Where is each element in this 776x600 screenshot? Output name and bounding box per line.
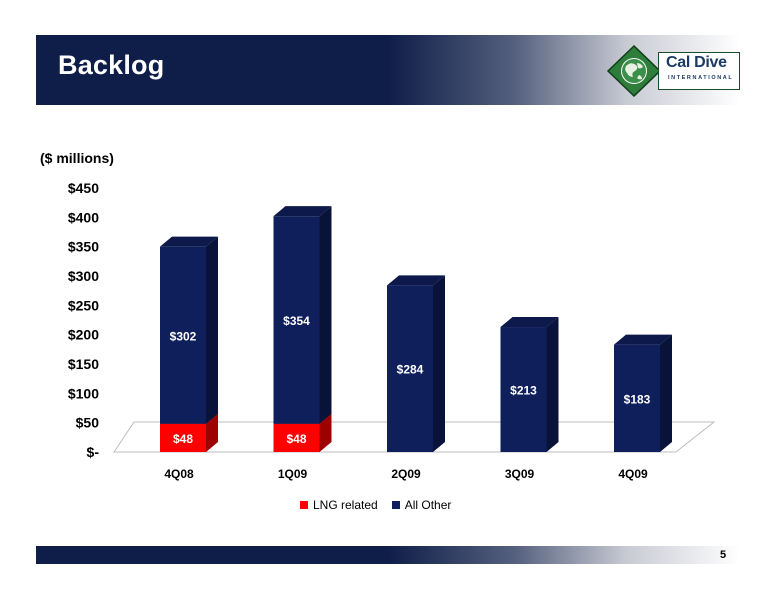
legend-swatch-other xyxy=(391,501,400,509)
company-logo: Cal Dive INTERNATIONAL xyxy=(604,44,740,98)
logo-wordmark: Cal Dive xyxy=(666,54,727,71)
logo-wordmark-box xyxy=(658,52,740,90)
bar-other-2Q09 xyxy=(387,285,433,452)
bar-top-other-3Q09 xyxy=(500,317,559,328)
data-label: $302 xyxy=(170,329,197,343)
bar-side-other-4Q09 xyxy=(660,334,672,452)
x-tick-label: 3Q09 xyxy=(505,467,535,481)
y-tick-label: $100 xyxy=(68,385,99,401)
legend-item-other: All Other xyxy=(391,498,452,512)
bar-side-other-3Q09 xyxy=(546,317,559,452)
data-label: $183 xyxy=(624,392,651,406)
bar-other-3Q09 xyxy=(500,327,547,452)
data-label: $354 xyxy=(283,314,310,328)
legend-item-lng: LNG related xyxy=(300,498,378,512)
legend-label-other: All Other xyxy=(404,498,452,512)
bar-top-other-4Q08 xyxy=(160,236,218,247)
chart-legend: LNG related All Other xyxy=(300,498,459,512)
y-tick-label: $250 xyxy=(68,297,99,313)
y-tick-label: $350 xyxy=(68,239,99,255)
bar-lng-4Q08 xyxy=(160,423,206,452)
bar-side-other-4Q08 xyxy=(206,236,218,424)
y-tick-label: $150 xyxy=(68,356,99,372)
page-title: Backlog xyxy=(58,50,165,80)
y-tick-label: $200 xyxy=(68,327,99,343)
y-tick-label: $400 xyxy=(68,209,99,225)
footer-bar xyxy=(36,546,740,564)
y-tick-label: $300 xyxy=(68,268,99,284)
logo-subtitle: INTERNATIONAL xyxy=(668,75,734,81)
bar-side-other-1Q09 xyxy=(319,206,332,424)
page-number: 5 xyxy=(720,549,727,561)
bar-side-other-2Q09 xyxy=(433,275,445,452)
x-tick-label: 4Q08 xyxy=(164,467,194,481)
x-tick-label: 4Q09 xyxy=(618,467,648,481)
bar-side-lng-4Q08 xyxy=(206,413,218,452)
bar-top-other-2Q09 xyxy=(387,275,445,286)
bar-side-lng-1Q09 xyxy=(319,413,332,452)
bar-top-other-4Q09 xyxy=(614,334,672,345)
unit-label: ($ millions) xyxy=(40,150,114,166)
x-tick-label: 2Q09 xyxy=(391,467,421,481)
data-label: $48 xyxy=(173,432,193,446)
bar-top-other-1Q09 xyxy=(273,206,332,217)
x-tick-label: 1Q09 xyxy=(278,467,308,481)
legend-swatch-lng xyxy=(300,501,308,509)
legend-label-lng: LNG related xyxy=(313,498,378,512)
globe-emblem-icon xyxy=(606,44,662,98)
data-label: $284 xyxy=(397,363,424,377)
data-label: $48 xyxy=(286,432,306,446)
backlog-bar-chart: $- $50 $100 $150 $200 $250 $300 $350 $400 $450 $48… xyxy=(68,180,716,481)
y-tick-label: $50 xyxy=(76,415,100,431)
bar-other-4Q09 xyxy=(614,344,660,452)
bar-lng-1Q09 xyxy=(273,423,320,452)
y-tick-label: $- xyxy=(87,444,100,460)
bar-other-4Q08 xyxy=(160,246,206,424)
data-label: $213 xyxy=(510,384,537,398)
bar-other-1Q09 xyxy=(273,216,320,424)
y-tick-label: $450 xyxy=(68,180,99,196)
